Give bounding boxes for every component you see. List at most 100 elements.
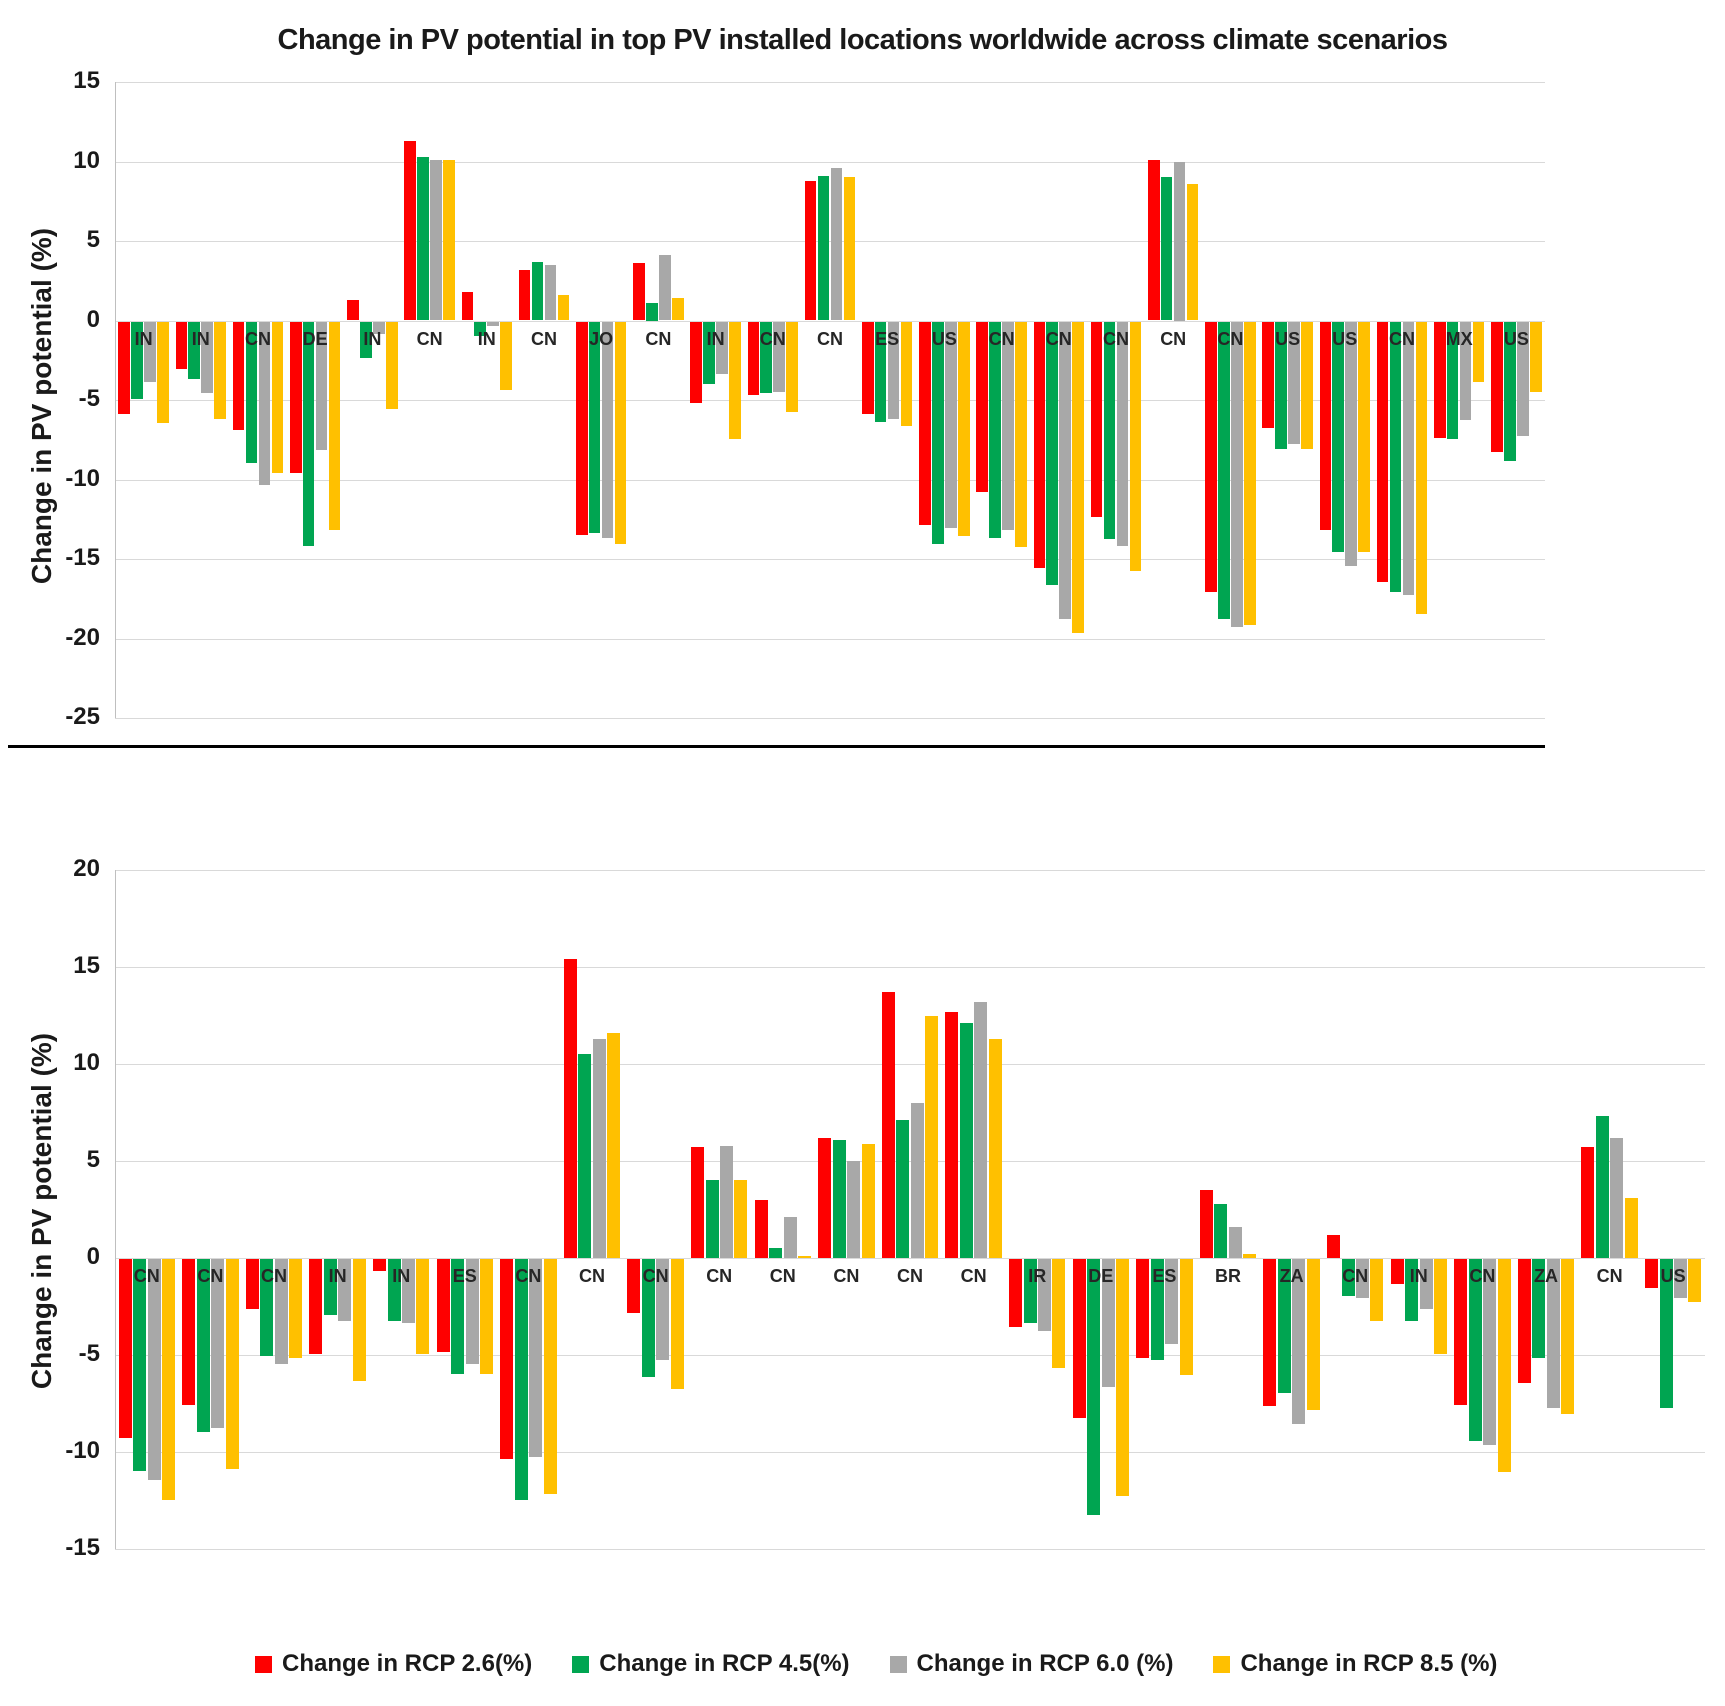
category-label: CN xyxy=(1342,1266,1369,1286)
bar xyxy=(214,321,227,419)
category-label: IN xyxy=(134,328,153,349)
bar xyxy=(245,1259,259,1310)
bar xyxy=(531,261,544,321)
bar xyxy=(1218,321,1230,619)
bar xyxy=(646,303,658,321)
bar xyxy=(1561,1259,1575,1415)
gridline-5 xyxy=(115,241,1545,242)
bar xyxy=(614,321,627,545)
bar xyxy=(258,321,271,486)
bar xyxy=(544,264,557,321)
bar xyxy=(719,1145,733,1258)
category-label: CN xyxy=(833,1266,860,1286)
bar xyxy=(514,1259,528,1500)
y-tick-label: -25 xyxy=(65,703,100,730)
bar xyxy=(360,321,372,359)
category-label: CN xyxy=(1217,328,1244,349)
bar xyxy=(543,1259,557,1494)
bar xyxy=(989,321,1001,538)
bar xyxy=(976,321,988,492)
category-label: CN xyxy=(988,328,1015,349)
bar xyxy=(133,1259,147,1471)
bar xyxy=(161,1259,175,1500)
y-tick-label: 5 xyxy=(86,1146,100,1173)
category-label: CN xyxy=(896,1266,923,1286)
bar xyxy=(1179,1259,1193,1376)
bar xyxy=(1244,321,1256,626)
bar xyxy=(919,321,931,525)
category-label: US xyxy=(1503,328,1529,349)
bar xyxy=(211,1259,225,1428)
bar xyxy=(1504,321,1516,462)
bar xyxy=(404,140,416,321)
bar xyxy=(734,1180,748,1258)
bar xyxy=(830,167,843,321)
bar xyxy=(1129,321,1142,572)
bar xyxy=(175,321,188,370)
category-label: IN xyxy=(363,328,382,349)
bar xyxy=(1546,1259,1560,1409)
y-tick-label: -10 xyxy=(65,1437,100,1464)
bar xyxy=(500,321,513,390)
bar xyxy=(315,321,328,451)
bar xyxy=(1517,1259,1531,1384)
category-label: CN xyxy=(197,1266,224,1286)
bar xyxy=(289,321,302,473)
bar xyxy=(1532,1259,1546,1358)
bar xyxy=(747,321,760,395)
bar xyxy=(1376,321,1389,583)
bar xyxy=(1370,1259,1384,1322)
bar xyxy=(1301,321,1313,449)
bar xyxy=(705,1180,719,1258)
bar xyxy=(1433,1259,1447,1355)
bar xyxy=(1319,321,1332,530)
bar xyxy=(1355,1259,1369,1298)
category-label: CN xyxy=(816,328,843,349)
bar xyxy=(1419,1259,1433,1310)
bar xyxy=(627,1259,641,1314)
bar xyxy=(500,1259,514,1459)
bar xyxy=(274,1259,288,1364)
gridline--20 xyxy=(115,638,1545,640)
y-tick-label: -15 xyxy=(65,1534,100,1561)
y-tick-label: 0 xyxy=(86,1243,100,1270)
category-label: ZA xyxy=(1533,1266,1558,1286)
gridline-10 xyxy=(115,161,1545,163)
y-tick-label: -5 xyxy=(78,1340,100,1367)
category-label: CN xyxy=(260,1266,287,1286)
category-label: IN xyxy=(191,328,210,349)
bar xyxy=(328,321,341,530)
bar xyxy=(1173,161,1186,321)
bar xyxy=(925,1015,939,1258)
bar xyxy=(436,1259,450,1353)
category-label: CN xyxy=(1160,328,1187,349)
bar xyxy=(1610,1137,1624,1258)
gridline--15 xyxy=(115,1549,1705,1550)
bar xyxy=(260,1259,274,1356)
gridline-0 xyxy=(115,1258,1705,1259)
y-tick-label: -15 xyxy=(65,544,100,571)
bar xyxy=(1468,1259,1482,1442)
bar xyxy=(988,1038,1002,1258)
bar xyxy=(518,269,531,321)
bar xyxy=(1517,321,1529,436)
bar xyxy=(302,321,315,546)
category-label: ES xyxy=(1152,1266,1177,1286)
y-tick-label: -5 xyxy=(78,385,100,412)
bar xyxy=(1327,1234,1340,1258)
gridline-0 xyxy=(115,320,1545,322)
category-label: CN xyxy=(578,1266,605,1286)
legend-label: Change in RCP 6.0 (%) xyxy=(916,1650,1174,1677)
category-label: CN xyxy=(645,328,672,349)
bar xyxy=(861,1143,875,1258)
category-label: US xyxy=(931,328,957,349)
bar xyxy=(157,321,169,424)
gridline--5 xyxy=(115,1355,1705,1356)
bar xyxy=(818,1137,832,1258)
bar xyxy=(769,1248,783,1258)
category-label: CN xyxy=(759,328,786,349)
bar xyxy=(1389,321,1402,592)
bar xyxy=(1199,1190,1213,1258)
category-label: US xyxy=(1275,328,1301,349)
